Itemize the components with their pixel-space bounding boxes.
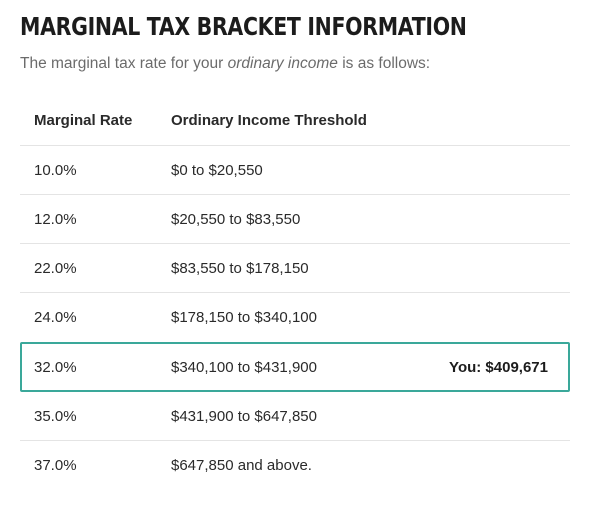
marginal-rate-cell: 10.0% — [34, 161, 77, 179]
marginal-rate-cell: 37.0% — [34, 457, 77, 474]
income-threshold-cell: $178,150 to $340,100 — [171, 309, 317, 326]
table-row: 22.0% $83,550 to $178,150 — [20, 244, 570, 293]
page-title: MARGINAL TAX BRACKET INFORMATION — [20, 12, 467, 41]
your-income-badge: You: $409,671 — [449, 358, 548, 376]
table-row-current-bracket: 32.0% $340,100 to $431,900 You: $409,671 — [20, 342, 570, 392]
marginal-rate-cell: 22.0% — [34, 259, 77, 277]
marginal-rate-cell: 32.0% — [34, 358, 77, 376]
income-threshold-cell: $340,100 to $431,900 — [171, 358, 317, 376]
marginal-rate-cell: 35.0% — [34, 407, 77, 425]
table-row: 12.0% $20,550 to $83,550 — [20, 195, 570, 244]
income-threshold-cell: $83,550 to $178,150 — [171, 259, 309, 277]
table-row: 35.0% $431,900 to $647,850 — [20, 392, 570, 441]
page-subtitle: The marginal tax rate for your ordinary … — [20, 55, 430, 73]
column-header-marginal-rate: Marginal Rate — [34, 112, 133, 129]
income-threshold-cell: $20,550 to $83,550 — [171, 210, 301, 228]
table-header-row: Marginal Rate Ordinary Income Threshold — [20, 96, 570, 146]
subtitle-text-before: The marginal tax rate for your — [20, 55, 228, 72]
income-threshold-cell: $0 to $20,550 — [171, 161, 263, 179]
table-row: 24.0% $178,150 to $340,100 — [20, 293, 570, 342]
subtitle-emphasis: ordinary income — [227, 55, 338, 72]
marginal-rate-cell: 12.0% — [34, 210, 77, 228]
income-threshold-cell: $431,900 to $647,850 — [171, 407, 317, 425]
income-threshold-cell: $647,850 and above. — [171, 457, 312, 474]
tax-bracket-table: Marginal Rate Ordinary Income Threshold … — [20, 96, 570, 490]
subtitle-text-after: is as follows: — [337, 55, 431, 72]
table-row: 37.0% $647,850 and above. — [20, 441, 570, 490]
marginal-rate-cell: 24.0% — [34, 309, 77, 326]
column-header-income-threshold: Ordinary Income Threshold — [171, 112, 367, 129]
table-row: 10.0% $0 to $20,550 — [20, 146, 570, 195]
